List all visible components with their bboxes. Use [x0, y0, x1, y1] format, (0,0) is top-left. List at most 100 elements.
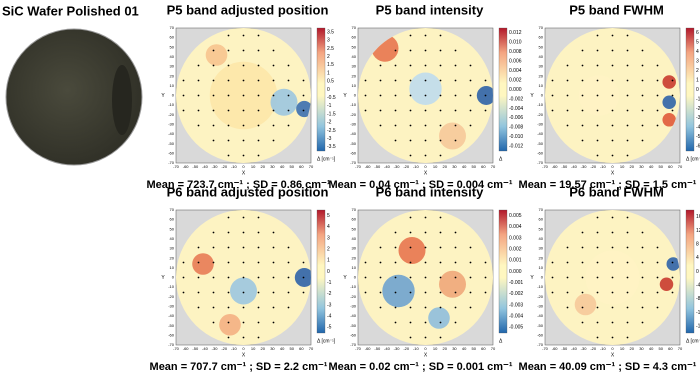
y-tick-label: -50: [168, 323, 175, 328]
measurement-point: [484, 291, 487, 294]
x-tick-label: 40: [280, 346, 285, 351]
y-tick-label: -70: [350, 342, 357, 347]
y-tick-label: 60: [539, 35, 544, 40]
x-tick-label: -50: [374, 346, 381, 351]
x-tick-label: 30: [639, 164, 644, 169]
y-tick-label: 30: [539, 246, 544, 251]
y-tick-label: 20: [170, 255, 175, 260]
measurement-point: [469, 261, 472, 264]
map-panel: P5 band intensity-70 -60 -50 -40 -30 -20 -10 0 1…: [328, 2, 523, 190]
x-tick-label: 60: [481, 164, 486, 169]
measurement-point: [469, 109, 472, 112]
y-axis-label: Y: [343, 275, 347, 281]
measurement-point: [197, 79, 200, 82]
measurement-point: [394, 291, 397, 294]
x-tick-label: -30: [394, 164, 401, 169]
measurement-point: [439, 321, 442, 324]
measurement-point: [566, 291, 569, 294]
measurement-point: [257, 231, 260, 234]
measurement-point: [424, 139, 427, 142]
colorbar-tick-label: 0.004: [509, 68, 522, 74]
colorbar: [685, 27, 695, 152]
measurement-point: [424, 109, 427, 112]
map-panel: P6 band FWHM-70 -60 -50 -40 -30 -20 -10 0 10 20 30…: [519, 184, 700, 372]
measurement-point: [439, 336, 442, 339]
measurement-point: [394, 94, 397, 97]
colorbar-tick-label: -0.004: [509, 314, 523, 320]
measurement-point: [626, 79, 629, 82]
measurement-point: [197, 306, 200, 309]
colorbar-tick-label: 6: [696, 30, 699, 36]
colorbar-tick-label: 5: [327, 213, 330, 219]
y-tick-label: -40: [350, 313, 357, 318]
x-tick-label: -70: [542, 164, 549, 169]
measurement-point: [566, 64, 569, 67]
measurement-point: [302, 109, 305, 112]
y-tick-label: 30: [539, 64, 544, 69]
measurement-point: [302, 79, 305, 82]
colorbar-tick-label: -2.5: [327, 128, 336, 134]
y-tick-label: 60: [170, 35, 175, 40]
x-tick-label: -10: [413, 346, 420, 351]
colorbar-tick-label: 0.002: [509, 77, 522, 83]
measurement-point: [242, 246, 245, 249]
measurement-point: [626, 34, 629, 37]
measurement-point: [287, 124, 290, 127]
x-tick-label: -10: [231, 164, 238, 169]
measurement-point: [212, 276, 215, 279]
colorbar-label: Δ: [499, 156, 503, 162]
colorbar-tick-label: 3: [696, 58, 699, 64]
measurement-point: [394, 64, 397, 67]
measurement-point: [242, 94, 245, 97]
measurement-point: [596, 276, 599, 279]
measurement-point: [611, 79, 614, 82]
measurement-point: [227, 216, 230, 219]
colorbar-tick-label: 0.001: [509, 258, 522, 264]
measurement-point: [257, 321, 260, 324]
measurement-point: [287, 109, 290, 112]
x-tick-label: 20: [261, 164, 266, 169]
colorbar-label: Δ [cm⁻¹]: [317, 156, 336, 162]
x-tick-label: 40: [649, 164, 654, 169]
x-tick-label: -50: [374, 164, 381, 169]
measurement-point: [409, 216, 412, 219]
y-tick-label: 60: [352, 217, 357, 222]
measurement-point: [454, 246, 457, 249]
contour-region: [205, 44, 228, 66]
y-tick-label: 20: [539, 255, 544, 260]
y-tick-label: -70: [168, 342, 175, 347]
x-tick-label: 70: [678, 346, 683, 351]
x-tick-label: 20: [443, 346, 448, 351]
measurement-point: [409, 276, 412, 279]
measurement-point: [197, 94, 200, 97]
colorbar-tick-label: -2: [696, 106, 700, 112]
measurement-point: [182, 261, 185, 264]
measurement-point: [364, 276, 367, 279]
colorbar-tick-label: 0.004: [509, 224, 522, 230]
measurement-point: [409, 94, 412, 97]
panel-caption: Mean = 0.04 cm⁻¹ ; SD = 0.004 cm⁻¹: [328, 179, 512, 191]
measurement-point: [626, 276, 629, 279]
colorbar-tick-label: -0.012: [509, 144, 523, 150]
measurement-point: [566, 306, 569, 309]
x-tick-label: 20: [630, 164, 635, 169]
measurement-point: [439, 64, 442, 67]
y-tick-label: 20: [539, 73, 544, 78]
measurement-point: [364, 291, 367, 294]
measurement-point: [394, 139, 397, 142]
y-tick-label: -30: [168, 121, 175, 126]
x-axis-label: X: [611, 352, 615, 358]
measurement-point: [581, 94, 584, 97]
measurement-point: [611, 139, 614, 142]
colorbar-label: Δ [cm⁻¹]: [686, 338, 700, 344]
x-tick-label: -40: [384, 164, 391, 169]
measurement-point: [641, 321, 644, 324]
measurement-point: [581, 321, 584, 324]
measurement-point: [272, 49, 275, 52]
measurement-point: [212, 139, 215, 142]
measurement-point: [596, 231, 599, 234]
measurement-point: [272, 306, 275, 309]
measurement-point: [656, 276, 659, 279]
measurement-point: [596, 139, 599, 142]
colorbar-tick-label: -5: [696, 134, 700, 140]
